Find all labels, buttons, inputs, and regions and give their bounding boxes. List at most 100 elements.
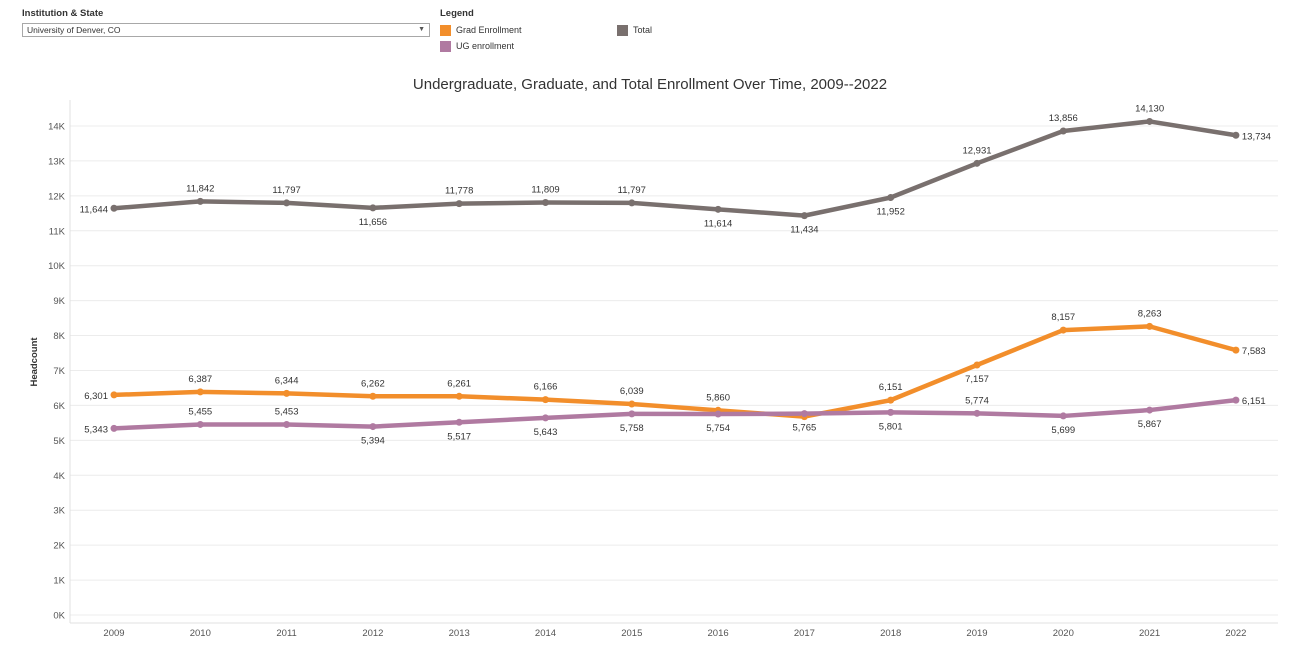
data-label: 11,778 [445, 186, 473, 197]
data-labels: 11,644 11,842 11,797 11,656 11,778 11,809 11,7… [80, 103, 1271, 446]
data-point[interactable] [196, 197, 204, 205]
series-line [111, 324, 1239, 419]
y-tick-label: 2K [53, 541, 65, 552]
chart-title: Undergraduate, Graduate, and Total Enrol… [413, 76, 887, 93]
data-point[interactable] [1059, 412, 1067, 420]
x-tick-label: 2011 [276, 628, 296, 639]
data-label: 11,809 [531, 185, 559, 196]
institution-dropdown[interactable]: University of Denver, CO ▼ [22, 23, 430, 37]
y-tick-label: 11K [49, 226, 66, 237]
y-tick-label: 5K [53, 436, 65, 447]
x-tick-label: 2010 [190, 628, 211, 639]
data-point[interactable] [455, 200, 463, 208]
data-point[interactable] [1146, 406, 1154, 414]
data-point[interactable] [369, 423, 377, 431]
data-point[interactable] [283, 389, 291, 397]
data-label: 7,583 [1242, 346, 1266, 357]
chevron-down-icon[interactable]: ▼ [418, 26, 425, 33]
x-axis: 2009 2010 2011 2012 2013 2014 2015 2016 2017 2018… [103, 628, 1246, 639]
data-label: 5,455 [188, 406, 212, 417]
data-point[interactable] [110, 204, 118, 212]
data-point[interactable] [628, 400, 636, 408]
legend-swatch-ug [440, 41, 451, 53]
legend-item-total[interactable]: Total [617, 24, 652, 37]
data-point[interactable] [1232, 396, 1240, 404]
data-label: 11,644 [80, 204, 108, 215]
x-tick-label: 2021 [1139, 628, 1160, 639]
data-point[interactable] [1059, 127, 1067, 135]
data-label: 6,344 [275, 375, 299, 386]
data-point[interactable] [714, 205, 722, 213]
data-label: 6,261 [447, 378, 471, 389]
data-label: 11,656 [359, 217, 387, 228]
data-label: 5,453 [275, 407, 299, 418]
data-point[interactable] [455, 392, 463, 400]
legend-swatch-total [617, 25, 628, 37]
data-point[interactable] [887, 396, 895, 404]
data-label: 5,343 [84, 424, 108, 435]
y-tick-label: 1K [53, 576, 65, 587]
y-tick-label: 0K [53, 611, 65, 622]
data-point[interactable] [973, 159, 981, 167]
legend-swatch-grad [440, 25, 451, 37]
data-point[interactable] [973, 361, 981, 369]
data-label: 5,754 [706, 423, 730, 434]
y-tick-label: 13K [48, 156, 66, 167]
data-label: 6,166 [534, 382, 558, 393]
data-point[interactable] [1146, 322, 1154, 330]
data-point[interactable] [628, 199, 636, 207]
data-label: 12,931 [962, 145, 991, 156]
data-label: 5,699 [1051, 425, 1075, 436]
x-tick-label: 2012 [362, 628, 383, 639]
data-label: 5,860 [706, 392, 730, 403]
x-tick-label: 2009 [103, 628, 124, 639]
data-label: 5,867 [1138, 419, 1162, 430]
y-axis-label: Headcount [29, 337, 40, 387]
data-point[interactable] [800, 212, 808, 220]
data-point[interactable] [800, 410, 808, 418]
data-point[interactable] [887, 408, 895, 416]
data-point[interactable] [283, 421, 291, 429]
series-group [110, 117, 1240, 432]
data-label: 11,842 [186, 183, 214, 194]
y-tick-label: 3K [53, 506, 65, 517]
data-point[interactable] [196, 420, 204, 428]
x-tick-label: 2016 [708, 628, 729, 639]
data-label: 11,434 [790, 225, 818, 236]
y-tick-label: 7K [53, 366, 65, 377]
data-point[interactable] [1232, 131, 1240, 139]
data-label: 11,797 [618, 185, 646, 196]
data-point[interactable] [1059, 326, 1067, 334]
legend-item-grad[interactable]: Grad Enrollment [440, 24, 522, 37]
data-label: 5,517 [447, 431, 471, 442]
data-point[interactable] [628, 410, 636, 418]
data-point[interactable] [973, 409, 981, 417]
data-point[interactable] [110, 424, 118, 432]
data-label: 6,387 [188, 374, 212, 385]
data-label: 11,952 [877, 207, 905, 218]
x-tick-label: 2022 [1225, 628, 1246, 639]
data-point[interactable] [196, 388, 204, 396]
data-point[interactable] [110, 391, 118, 399]
enrollment-line-chart: Undergraduate, Graduate, and Total Enrol… [29, 76, 1278, 639]
y-tick-label: 12K [48, 191, 66, 202]
data-label: 6,301 [84, 391, 108, 402]
x-tick-label: 2014 [535, 628, 556, 639]
data-label: 13,856 [1049, 113, 1078, 124]
data-point[interactable] [1146, 117, 1154, 125]
legend-item-ug[interactable]: UG enrollment [440, 40, 514, 53]
data-point[interactable] [369, 204, 377, 212]
data-point[interactable] [714, 410, 722, 418]
data-label: 8,263 [1138, 308, 1162, 319]
data-point[interactable] [542, 199, 549, 207]
data-point[interactable] [1232, 346, 1240, 354]
data-point[interactable] [887, 194, 895, 202]
data-point[interactable] [455, 418, 463, 426]
data-point[interactable] [369, 392, 377, 400]
data-point[interactable] [542, 414, 549, 422]
data-label: 8,157 [1051, 312, 1075, 323]
x-tick-label: 2013 [449, 628, 470, 639]
y-tick-label: 10K [48, 261, 66, 272]
data-point[interactable] [283, 199, 291, 207]
data-point[interactable] [542, 396, 549, 404]
